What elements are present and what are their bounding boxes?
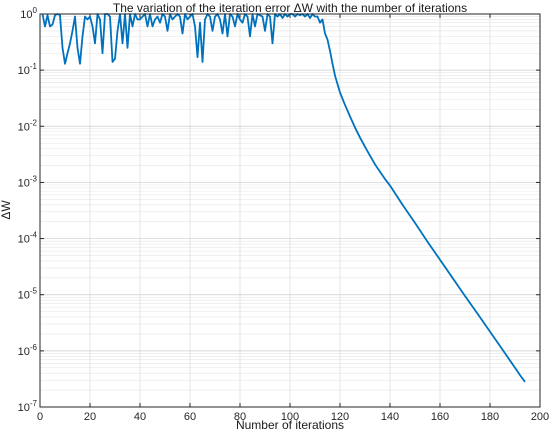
y-tick-base: 10 [18, 290, 30, 302]
y-tick-base: 10 [18, 65, 30, 77]
y-tick-label: 10-4 [18, 231, 38, 246]
y-tick-label: 10-3 [18, 174, 38, 189]
y-tick-base: 10 [18, 402, 30, 414]
y-tick-exponent: -6 [30, 343, 38, 352]
y-axis-label: ΔW [0, 200, 13, 220]
y-tick-base: 10 [18, 346, 30, 358]
x-tick-label: 60 [184, 411, 196, 423]
y-tick-exponent: -7 [30, 399, 38, 408]
x-tick-label: 40 [134, 411, 146, 423]
y-tick-label: 10-1 [18, 62, 38, 77]
y-tick-exponent: -5 [30, 287, 38, 296]
x-tick-label: 100 [281, 411, 299, 423]
y-tick-label: 100 [20, 6, 37, 21]
plot-area-border [39, 13, 541, 408]
x-tick-label: 80 [234, 411, 246, 423]
y-tick-exponent: -1 [30, 62, 38, 71]
y-tick-base: 10 [18, 234, 30, 246]
x-tick-label: 140 [381, 411, 399, 423]
chart-title: The variation of the iteration error ΔW … [113, 1, 467, 15]
x-tick-label: 20 [84, 411, 96, 423]
y-tick-base: 10 [20, 9, 32, 21]
x-axis-label: Number of iterations [236, 418, 344, 432]
x-tick-labels: 0 20 40 60 80 100 120 140 160 180 200 [37, 411, 549, 423]
y-tick-label: 10-5 [18, 287, 38, 302]
y-tick-label: 10-6 [18, 343, 38, 358]
y-tick-label: 10-7 [18, 399, 38, 414]
y-tick-exponent: -2 [30, 118, 38, 127]
y-tick-exponent: -4 [30, 231, 38, 240]
y-tick-base: 10 [18, 177, 30, 189]
x-tick-label: 180 [481, 411, 499, 423]
x-tick-label: 200 [531, 411, 549, 423]
x-tick-label: 160 [431, 411, 449, 423]
y-tick-label: 10-2 [18, 118, 38, 133]
y-tick-base: 10 [18, 121, 30, 133]
y-tick-exponent: -3 [30, 174, 38, 183]
x-tick-label: 120 [331, 411, 349, 423]
x-tick-label: 0 [37, 411, 43, 423]
y-tick-exponent: 0 [33, 6, 38, 15]
